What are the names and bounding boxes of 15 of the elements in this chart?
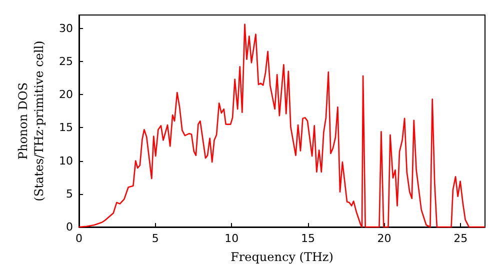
y-tick-label: 0 (66, 220, 73, 234)
y-tick-label: 20 (59, 88, 73, 101)
x-axis-title: Frequency (THz) (230, 250, 334, 264)
x-tick-label: 15 (300, 232, 315, 245)
x-tick-label: 20 (377, 232, 392, 245)
y-axis-title: Phonon DOS (States/THz·primitive cell) (16, 40, 46, 202)
x-tick-label: 10 (224, 232, 239, 245)
x-tick-label: 0 (76, 232, 82, 245)
y-tick-label: 5 (66, 187, 73, 200)
y-tick-label: 15 (59, 121, 73, 134)
x-tick-label: 5 (152, 232, 159, 245)
y-tick-label: 25 (59, 54, 73, 68)
y-tick-label: 10 (59, 154, 73, 168)
x-tick-label: 25 (454, 232, 468, 245)
y-tick-label: 30 (59, 22, 73, 35)
